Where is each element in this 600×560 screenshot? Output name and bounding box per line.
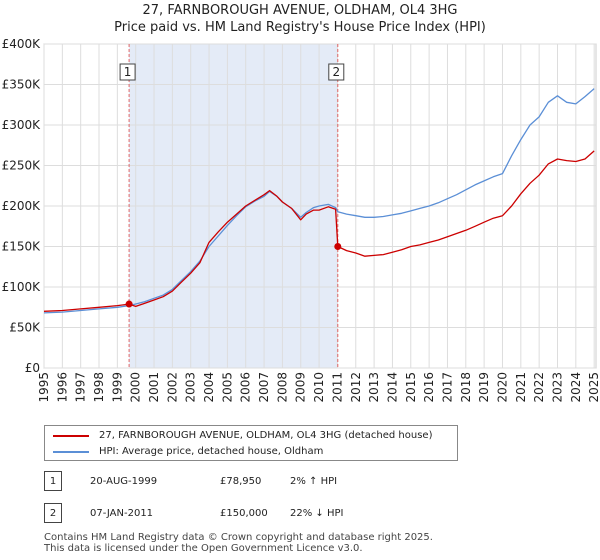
chart-subtitle: Price paid vs. HM Land Registry's House … <box>114 20 486 35</box>
y-tick-label: £350K <box>2 78 42 92</box>
grid-lines <box>43 43 596 369</box>
x-tick-label: 1997 <box>74 372 88 403</box>
x-tick-label: 2020 <box>495 372 509 403</box>
x-tick-label: 2025 <box>587 372 600 403</box>
chart-title-block: 27, FARNBOROUGH AVENUE, OLDHAM, OL4 3HG … <box>0 2 600 36</box>
y-tick-label: £150K <box>2 240 42 254</box>
x-tick-label: 2017 <box>440 372 454 403</box>
sale-date: 20-AUG-1999 <box>90 476 158 487</box>
x-tick-label: 2016 <box>422 372 436 403</box>
price-chart: £0 £50K £100K £150K £200K £250K £300K £350K £400… <box>2 37 600 403</box>
sale-number-label: 2 <box>332 65 340 79</box>
x-tick-label: 2015 <box>404 372 418 403</box>
sale-number-box <box>119 63 136 81</box>
y-axis-ticks: £0 £50K £100K £150K £200K £250K £300K £350K £400… <box>2 37 42 375</box>
hpi-line <box>43 88 595 314</box>
x-tick-label: 2005 <box>220 372 234 403</box>
x-tick-label: 2004 <box>202 372 216 403</box>
x-tick-label: 1998 <box>92 372 106 403</box>
x-tick-label: 2006 <box>239 372 253 403</box>
x-axis-ticks: 1995 1996 1997 1998 1999 2000 2001 2002 2003 2004… <box>37 372 600 403</box>
y-tick-label: £0 <box>25 361 40 375</box>
x-tick-label: 2019 <box>477 372 491 403</box>
y-tick-label: £50K <box>9 321 41 335</box>
x-tick-label: 2009 <box>294 372 308 403</box>
sale-number-box <box>328 63 345 81</box>
sale-marker-lines <box>128 44 339 368</box>
x-tick-label: 2003 <box>184 372 198 403</box>
x-tick-label: 2022 <box>532 372 546 403</box>
sale-point <box>334 243 342 250</box>
x-tick-label: 2012 <box>349 372 363 403</box>
x-tick-label: 2008 <box>275 372 289 403</box>
x-tick-label: 2014 <box>385 372 399 403</box>
y-tick-label: £200K <box>2 199 42 213</box>
x-tick-label: 1996 <box>55 372 69 403</box>
x-tick-label: 2007 <box>257 372 271 403</box>
x-tick-label: 2021 <box>514 372 528 403</box>
sale-price: £150,000 <box>220 508 268 519</box>
x-tick-label: 2011 <box>330 372 344 403</box>
footer-attribution: Contains HM Land Registry data © Crown c… <box>44 532 433 554</box>
series-lines <box>43 88 595 314</box>
footer-licence: This data is licensed under the Open Gov… <box>44 543 363 554</box>
sale-date: 07-JAN-2011 <box>90 508 154 519</box>
sale-hpi-change: 22% ↓ HPI <box>290 508 344 519</box>
x-tick-label: 2000 <box>129 372 143 403</box>
x-tick-label: 2002 <box>165 372 179 403</box>
x-tick-label: 1995 <box>37 372 51 403</box>
y-tick-label: £300K <box>2 118 42 132</box>
legend-hpi-label: HPI: Average price, detached house, Oldh… <box>99 446 324 457</box>
legend-property-label: 27, FARNBOROUGH AVENUE, OLDHAM, OL4 3HG … <box>99 430 433 441</box>
footer-copyright: Contains HM Land Registry data © Crown c… <box>44 532 433 543</box>
x-tick-label: 2010 <box>312 372 326 403</box>
sale-point <box>125 300 133 308</box>
y-tick-label: £100K <box>2 280 42 294</box>
property-price-line <box>43 150 595 312</box>
chart-title: 27, FARNBOROUGH AVENUE, OLDHAM, OL4 3HG <box>142 3 458 18</box>
x-tick-label: 1999 <box>110 372 124 403</box>
sale-number-badge: 2 <box>44 503 62 523</box>
x-tick-label: 2013 <box>367 372 381 403</box>
x-tick-label: 2023 <box>550 372 564 403</box>
sale-number-badge: 1 <box>44 471 62 491</box>
x-tick-label: 2001 <box>147 372 161 403</box>
legend: 27, FARNBOROUGH AVENUE, OLDHAM, OL4 3HG … <box>44 425 458 461</box>
legend-property-swatch <box>53 435 89 437</box>
legend-hpi-swatch <box>53 451 89 453</box>
y-tick-label: £250K <box>2 159 42 173</box>
sale-price: £78,950 <box>220 476 262 487</box>
x-tick-label: 2018 <box>459 372 473 403</box>
sale-number-label: 1 <box>124 65 132 79</box>
sale-hpi-change: 2% ↑ HPI <box>290 476 338 487</box>
y-tick-label: £400K <box>2 37 42 51</box>
x-tick-label: 2024 <box>569 372 583 403</box>
